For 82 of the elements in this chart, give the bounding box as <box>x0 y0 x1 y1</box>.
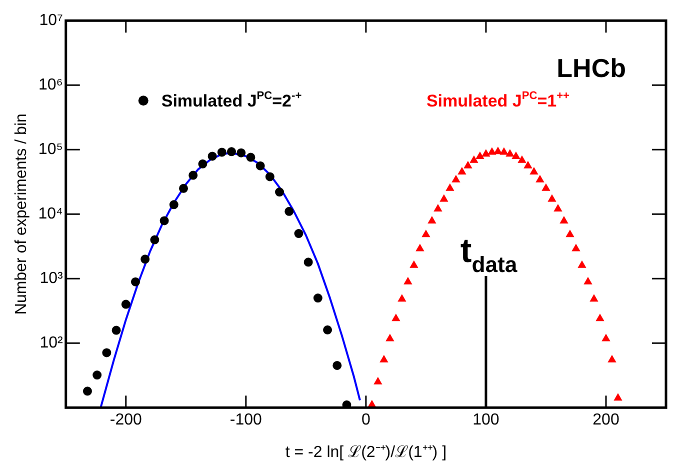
annotation: LHCb <box>556 52 626 83</box>
point <box>208 152 217 161</box>
point <box>236 148 246 158</box>
point <box>92 370 102 380</box>
point <box>584 277 592 284</box>
point <box>518 156 526 163</box>
point <box>178 184 188 193</box>
point <box>458 167 466 174</box>
point <box>542 184 550 191</box>
point <box>275 188 284 197</box>
point <box>392 314 400 322</box>
point <box>82 386 92 396</box>
point <box>434 204 442 212</box>
point <box>374 377 382 384</box>
point <box>596 314 604 322</box>
point <box>188 170 198 180</box>
point <box>410 260 418 268</box>
point <box>246 152 256 162</box>
point <box>198 159 208 168</box>
y-tick-label: 10⁴ <box>38 206 63 223</box>
point <box>140 254 150 264</box>
y-tick-label: 10⁵ <box>38 141 63 158</box>
y-tick-label: 10² <box>40 334 64 352</box>
point <box>566 230 574 238</box>
y-tick-label: 10³ <box>40 270 64 288</box>
point <box>227 147 236 156</box>
point <box>380 355 388 362</box>
point <box>476 152 484 160</box>
point <box>422 230 430 238</box>
point <box>150 235 160 244</box>
point <box>440 194 448 202</box>
point <box>488 148 496 155</box>
point <box>428 216 436 224</box>
point <box>265 172 274 182</box>
point <box>102 348 112 358</box>
point <box>416 244 424 252</box>
point <box>121 300 130 309</box>
point <box>256 161 265 170</box>
point <box>294 229 304 238</box>
x-tick-label: -200 <box>110 412 142 429</box>
point <box>548 194 556 202</box>
y-tick-label: 10⁷ <box>39 12 64 30</box>
y-tick-label: 10⁶ <box>38 76 63 94</box>
point <box>506 150 514 157</box>
point <box>160 216 169 226</box>
point <box>112 326 121 335</box>
point <box>404 277 412 284</box>
point <box>332 360 342 370</box>
point <box>590 294 598 302</box>
x-tick-label: 200 <box>592 412 620 429</box>
point <box>572 244 580 252</box>
point <box>313 294 322 303</box>
point <box>398 294 406 302</box>
x-tick-label: -100 <box>230 412 262 429</box>
point <box>217 148 226 157</box>
point <box>482 150 490 157</box>
point <box>530 167 538 174</box>
point <box>304 258 313 267</box>
point <box>386 334 394 342</box>
point <box>578 260 586 268</box>
point <box>470 156 478 163</box>
point <box>614 394 622 401</box>
point <box>323 325 332 334</box>
point <box>512 152 520 160</box>
point <box>169 200 178 210</box>
point <box>464 161 472 168</box>
point <box>494 147 502 154</box>
point <box>560 216 568 224</box>
point <box>536 175 544 182</box>
point <box>608 355 616 362</box>
point <box>452 175 460 182</box>
point <box>524 161 532 168</box>
y-axis-title: Number of experiments / bin <box>13 114 30 315</box>
point <box>500 148 508 155</box>
x-tick-label: 100 <box>472 412 500 429</box>
point <box>130 277 140 286</box>
x-axis-title: t = -2 ln[ ℒ(2⁻⁺)/ℒ(1⁺⁺) ] <box>285 444 447 461</box>
point <box>602 334 610 342</box>
point <box>284 206 294 216</box>
point <box>446 184 454 191</box>
x-tick-label: 0 <box>361 412 370 429</box>
point <box>554 204 562 212</box>
